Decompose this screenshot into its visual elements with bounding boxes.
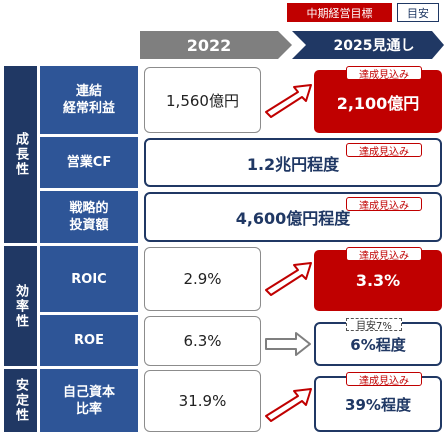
value-2022-consolidated-profit: 1,560億円 xyxy=(144,67,261,133)
header-2025-shape xyxy=(292,31,444,59)
tag-achievable-equity-ratio: 達成見込み xyxy=(346,372,422,387)
column-header-arrows xyxy=(140,31,444,59)
header-2022-shape xyxy=(140,31,292,59)
legend-midterm-target: 中期経営目標 xyxy=(287,3,392,22)
tag-achievable-consolidated-profit: 達成見込み xyxy=(346,66,422,81)
header-2022: 2022 xyxy=(186,35,232,55)
tag-achievable-operating-cf: 達成見込み xyxy=(346,143,422,158)
value-2022-equity-ratio: 31.9% xyxy=(144,370,261,432)
value-2022-roic: 2.9% xyxy=(144,247,261,311)
arrow-right-roe-icon xyxy=(265,332,311,356)
metric-roic: ROIC xyxy=(40,246,138,312)
metric-equity-ratio: 自己資本 比率 xyxy=(40,369,138,432)
value-2022-roe: 6.3% xyxy=(144,316,261,366)
header-2025: 2025見通し xyxy=(333,38,415,54)
arrow-up-roic-icon xyxy=(265,262,312,296)
category-efficiency: 効率性 xyxy=(4,246,37,366)
arrow-up-profit-icon xyxy=(265,84,312,118)
metric-roe: ROE xyxy=(40,315,138,366)
metric-strategic-investment: 戦略的 投資額 xyxy=(40,191,138,243)
arrow-up-equity-icon xyxy=(265,388,312,422)
category-stability: 安定性 xyxy=(4,369,37,432)
tag-achievable-strategic-investment: 達成見込み xyxy=(346,197,422,212)
target-2025-consolidated-profit: 2,100億円 xyxy=(314,70,442,133)
tag-achievable-roic: 達成見込み xyxy=(346,247,422,262)
tag-guideline-roe: 目安7% xyxy=(346,318,402,332)
target-2025-roe: 6%程度 xyxy=(314,322,442,366)
metric-consolidated-profit: 連結 経常利益 xyxy=(40,66,138,134)
metric-operating-cf: 営業CF xyxy=(40,137,138,188)
category-growth: 成長性 xyxy=(4,66,37,243)
legend-guideline: 目安 xyxy=(397,3,439,22)
